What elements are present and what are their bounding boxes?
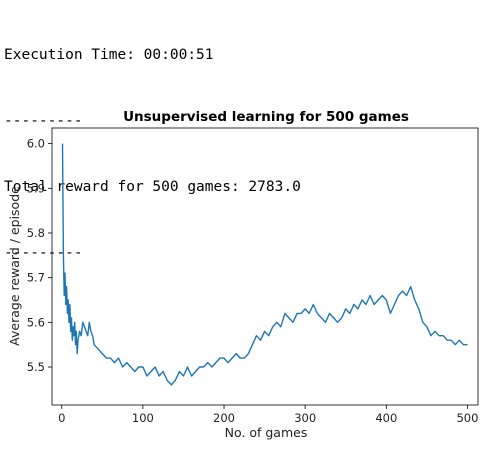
y-tick-label: 5.8 <box>27 226 45 240</box>
y-tick-label: 5.5 <box>27 360 45 374</box>
x-tick-label: 100 <box>132 411 154 425</box>
separator-line: --------- <box>4 113 83 129</box>
y-tick-label: 6.0 <box>27 137 45 151</box>
execution-time-line: Execution Time: 00:00:51 <box>4 47 214 63</box>
y-axis-label: Average reward / episode <box>7 186 22 346</box>
x-tick-label: 500 <box>456 411 478 425</box>
total-reward-line: Total reward for 500 games: 2783.0 <box>4 179 301 195</box>
plot-area: 0 100 200 300 400 500 5.5 5.6 5.7 5.8 5.9 6.0 <box>27 127 479 425</box>
chart-title: Unsupervised learning for 500 games <box>123 109 409 125</box>
x-tick-label: 200 <box>213 411 235 425</box>
x-axis-label: No. of games <box>225 425 308 440</box>
y-tick-label: 5.6 <box>27 315 45 329</box>
y-tick-label: 5.7 <box>27 271 45 285</box>
plot-frame <box>51 127 479 406</box>
y-tick-label: 5.9 <box>27 181 45 195</box>
x-tick-label: 400 <box>375 411 397 425</box>
series-line <box>61 143 468 386</box>
x-tick-label: 0 <box>58 411 65 425</box>
x-tick-label: 300 <box>294 411 316 425</box>
